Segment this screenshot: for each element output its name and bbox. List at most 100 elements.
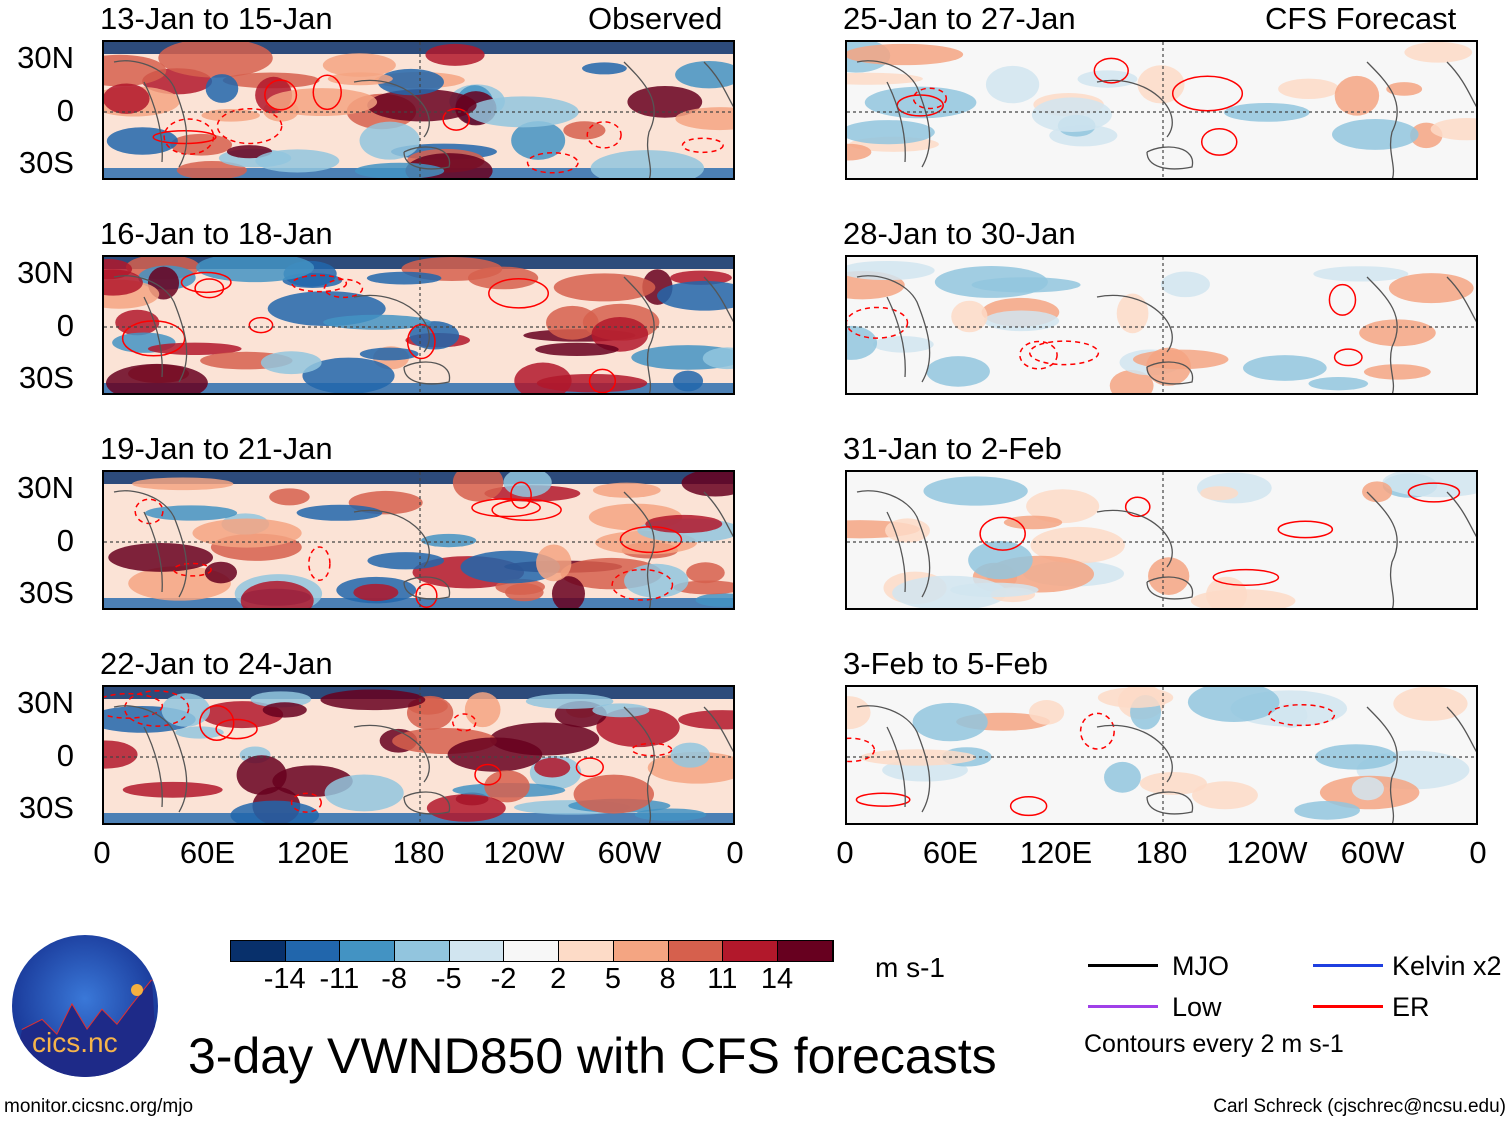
anomaly-patch xyxy=(1224,102,1310,122)
colorbar-swatch xyxy=(559,941,614,961)
anomaly-patch xyxy=(1139,772,1207,795)
legend-label-kelvin: Kelvin x2 xyxy=(1392,951,1502,981)
coastline xyxy=(113,490,733,608)
forecast-label: CFS Forecast xyxy=(1265,1,1457,36)
er-contour xyxy=(1124,496,1151,518)
anomaly-patch xyxy=(647,751,733,784)
er-contour xyxy=(180,271,232,294)
forecast-map-panel xyxy=(845,685,1478,825)
anomaly-patch xyxy=(847,143,872,161)
anomaly-patch xyxy=(864,86,977,119)
lon-tick-label: 0 xyxy=(836,835,854,870)
anomaly-patch xyxy=(1334,75,1380,116)
lon-tick-label: 60E xyxy=(179,835,236,870)
anomaly-patch xyxy=(1308,377,1369,391)
anomaly-patch xyxy=(1359,319,1436,347)
source-url[interactable]: monitor.cicsnc.org/mjo xyxy=(4,1096,194,1117)
colorbar-tick-label: -14 xyxy=(263,963,306,995)
er-contour xyxy=(264,79,298,111)
lon-tick-label: 120E xyxy=(276,835,350,870)
anomaly-patch xyxy=(1313,266,1409,282)
colorbar-swatch xyxy=(449,941,505,961)
anomaly-patch xyxy=(983,310,1060,332)
anomaly-patch xyxy=(1388,273,1474,304)
coastline xyxy=(113,60,733,178)
anomaly-patch xyxy=(1243,355,1327,381)
er-contour xyxy=(611,568,674,601)
legend-line-kelvin xyxy=(1313,964,1383,967)
anomaly-patch xyxy=(144,505,238,521)
er-contour xyxy=(510,481,532,509)
anomaly-patch xyxy=(447,737,543,772)
observed-map-panel xyxy=(102,255,735,395)
colorbar-tick-label: 14 xyxy=(760,963,794,995)
anomaly-patch xyxy=(132,477,234,491)
anomaly-patch xyxy=(255,149,340,173)
er-contour xyxy=(248,316,274,334)
anomaly-patch xyxy=(230,800,320,823)
anomaly-patch xyxy=(702,347,733,370)
forecast-panel-title: 31-Jan to 2-Feb xyxy=(843,431,1062,466)
anomaly-patch xyxy=(591,317,649,352)
anomaly-patch xyxy=(122,781,223,798)
anomaly-patch xyxy=(582,62,627,75)
er-contour xyxy=(323,278,364,299)
lon-tick-label: 180 xyxy=(392,835,445,870)
coastline xyxy=(113,275,733,393)
lon-tick-label: 120W xyxy=(483,835,565,870)
anomaly-patch xyxy=(670,270,732,285)
lat-tick-label: 30N xyxy=(17,685,74,720)
er-contour xyxy=(1333,348,1363,367)
anomaly-patch xyxy=(302,357,395,393)
er-contour xyxy=(216,107,283,145)
er-contour xyxy=(1268,703,1336,727)
er-contour xyxy=(681,137,724,154)
anomaly-patch xyxy=(106,363,208,393)
anomaly-patch xyxy=(240,580,314,608)
anomaly-patch xyxy=(104,740,138,769)
anomaly-patch xyxy=(467,266,539,290)
anomaly-patch xyxy=(847,72,923,85)
anomaly-patch xyxy=(359,121,420,160)
anomaly-patch xyxy=(1028,700,1065,725)
anomaly-patch xyxy=(847,325,878,360)
er-contour xyxy=(588,368,617,393)
anomaly-patch xyxy=(176,161,247,178)
anomaly-patch xyxy=(934,266,1048,298)
lon-tick-label: 120E xyxy=(1019,835,1093,870)
observed-map-panel xyxy=(102,470,735,610)
anomaly-patch xyxy=(260,351,322,375)
anomaly-patch xyxy=(1278,78,1340,100)
colorbar-swatch xyxy=(340,941,396,961)
legend-line-mjo xyxy=(1088,964,1158,967)
forecast-panel-title: 28-Jan to 30-Jan xyxy=(843,216,1076,251)
er-contour xyxy=(847,306,909,339)
anomaly-patch xyxy=(1404,42,1473,63)
anomaly-patch xyxy=(158,42,273,78)
observed-panel-title: 16-Jan to 18-Jan xyxy=(100,216,333,251)
anomaly-patch xyxy=(563,121,606,140)
colorbar-tick-label: -5 xyxy=(435,963,462,995)
lat-tick-label: 30S xyxy=(18,575,74,610)
forecast-panel-title: 25-Jan to 27-Jan xyxy=(843,1,1076,36)
anomaly-patch xyxy=(320,689,426,711)
anomaly-patch xyxy=(1160,271,1210,298)
anomaly-patch xyxy=(624,563,689,598)
er-contour xyxy=(1407,482,1461,503)
colorbar-tick-label: 5 xyxy=(604,963,621,995)
anomaly-patch xyxy=(1030,526,1125,564)
anomaly-patch xyxy=(322,53,396,77)
forecast-map-panel xyxy=(845,470,1478,610)
observed-map-panel xyxy=(102,685,735,825)
anomaly-patch xyxy=(968,541,1033,580)
er-contour xyxy=(1200,127,1238,156)
anomaly-patch xyxy=(675,107,733,131)
er-contour xyxy=(290,792,322,813)
anomaly-patch xyxy=(460,550,561,584)
er-contour xyxy=(172,562,212,577)
anomaly-patch xyxy=(1274,702,1308,728)
anomaly-patch xyxy=(115,309,160,336)
anomaly-patch xyxy=(377,68,444,96)
lon-tick-label: 60W xyxy=(1340,835,1405,870)
anomaly-patch xyxy=(1187,687,1280,723)
